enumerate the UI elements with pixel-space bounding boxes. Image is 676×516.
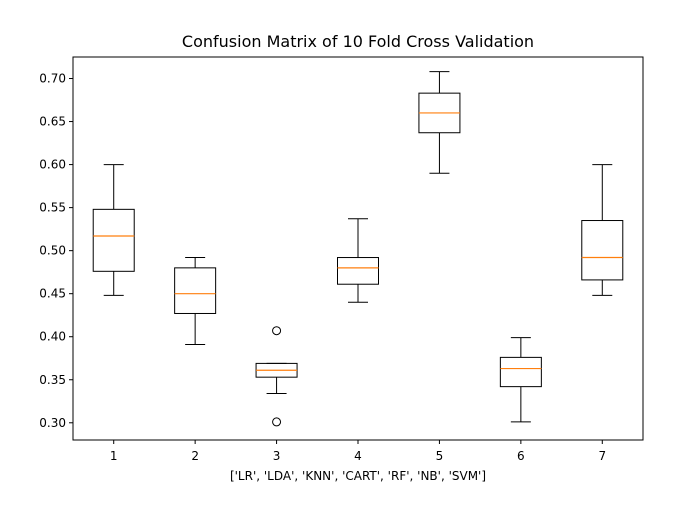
x-tick-label: 5	[436, 449, 444, 463]
box	[581, 220, 624, 281]
x-axis: 1 2 3 4 5 6 7	[110, 440, 606, 463]
x-tick-label: 1	[110, 449, 118, 463]
box-group-3	[255, 326, 298, 427]
box-group-2	[174, 257, 217, 345]
box	[337, 257, 379, 285]
x-tick-label: 6	[517, 449, 525, 463]
x-tick-label: 3	[273, 449, 281, 463]
box-group-6	[499, 337, 542, 423]
x-axis-label: ['LR', 'LDA', 'KNN', 'CART', 'RF', 'NB',…	[230, 469, 486, 483]
box	[499, 356, 542, 388]
chart-title: Confusion Matrix of 10 Fold Cross Valida…	[182, 32, 534, 51]
y-axis: 0.30 0.35 0.40 0.45 0.50 0.55 0.60 0.65 0.70	[39, 72, 73, 430]
outlier-point	[272, 417, 282, 427]
x-tick-label: 2	[191, 449, 199, 463]
y-tick-label: 0.55	[39, 201, 66, 215]
outlier-point	[272, 326, 282, 336]
y-tick-label: 0.40	[39, 330, 66, 344]
y-tick-label: 0.45	[39, 287, 66, 301]
box	[174, 267, 217, 314]
y-tick-label: 0.30	[39, 416, 66, 430]
y-tick-label: 0.60	[39, 158, 66, 172]
x-tick-label: 7	[598, 449, 606, 463]
box-group-1	[92, 164, 135, 296]
plot-area	[92, 71, 624, 427]
box-group-7	[581, 164, 624, 296]
y-tick-label: 0.50	[39, 244, 66, 258]
box-group-5	[418, 71, 461, 174]
y-tick-label: 0.65	[39, 115, 66, 129]
x-tick-label: 4	[354, 449, 362, 463]
box	[92, 208, 135, 272]
y-tick-label: 0.35	[39, 373, 66, 387]
y-tick-label: 0.70	[39, 72, 66, 86]
box-group-4	[337, 218, 379, 303]
